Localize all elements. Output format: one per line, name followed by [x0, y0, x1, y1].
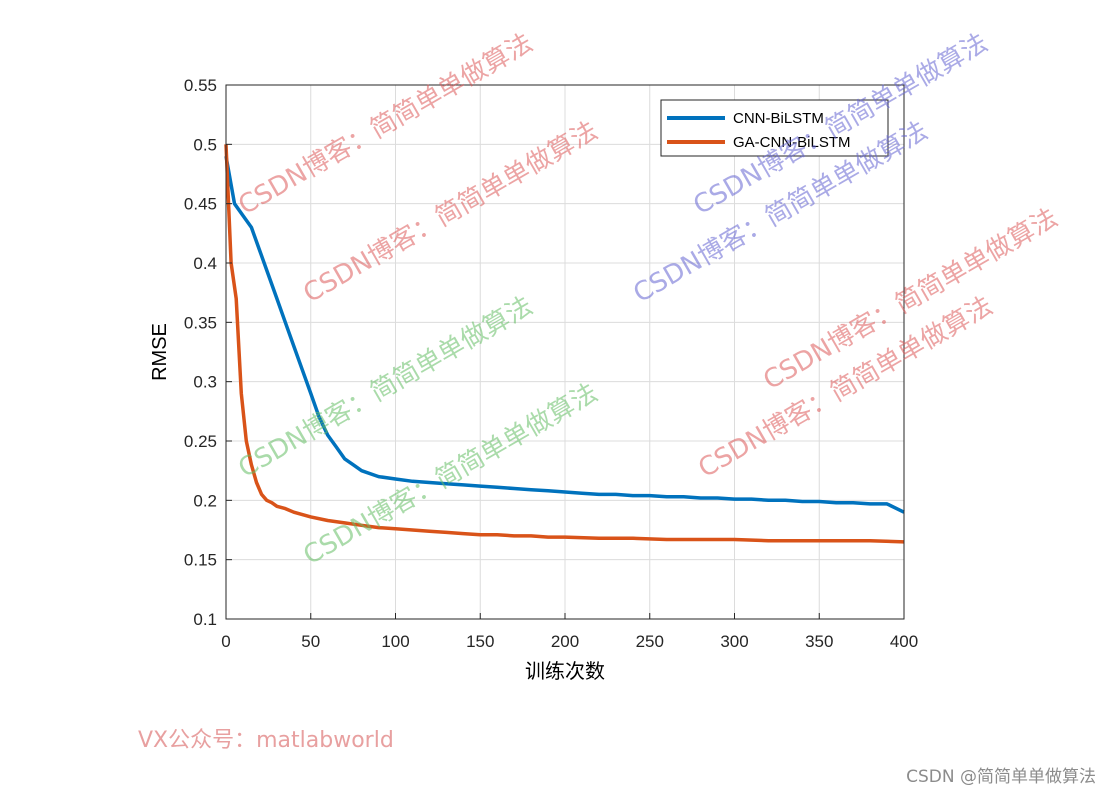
legend-box [660, 99, 889, 157]
series-lines [224, 144, 905, 544]
y-tick-label: 0.4 [193, 254, 217, 273]
x-tick-label: 0 [221, 632, 230, 651]
y-tick-label: 0.55 [184, 76, 217, 95]
legend: CNN-BiLSTM GA-CNN-BiLSTM [660, 99, 889, 157]
x-tick-label: 150 [466, 632, 494, 651]
legend-label: GA-CNN-BiLSTM [733, 134, 851, 151]
footer-wechat-note: VX公众号：matlabworld [138, 728, 394, 753]
y-tick-label: 0.5 [193, 135, 217, 154]
y-tick-label: 0.1 [193, 610, 217, 629]
x-tick-label: 400 [890, 632, 918, 651]
x-axis-label: 训练次数 [525, 660, 605, 683]
x-tick-label: 100 [381, 632, 409, 651]
y-tick-label: 0.45 [184, 195, 217, 214]
x-tick-label: 300 [720, 632, 748, 651]
x-tick-label: 200 [551, 632, 579, 651]
axis-ticks: 0 50 100 150 200 250 300 350 400 0.1 0.15 0.2 0.25 0.… [184, 76, 918, 651]
x-tick-label: 250 [636, 632, 664, 651]
y-tick-label: 0.25 [184, 432, 217, 451]
y-tick-label: 0.15 [184, 551, 217, 570]
footer-csdn-credit: CSDN @简简单单做算法 [906, 767, 1096, 787]
y-axis-label: RMSE [149, 323, 171, 381]
series-line-cnn-bilstm [224, 155, 905, 514]
y-tick-label: 0.3 [193, 373, 217, 392]
y-tick-label: 0.35 [184, 313, 217, 332]
series-line-ga-cnn-bilstm [224, 144, 905, 544]
x-tick-label: 350 [805, 632, 833, 651]
legend-label: CNN-BiLSTM [733, 110, 824, 127]
y-tick-label: 0.2 [193, 491, 217, 510]
x-tick-label: 50 [301, 632, 320, 651]
